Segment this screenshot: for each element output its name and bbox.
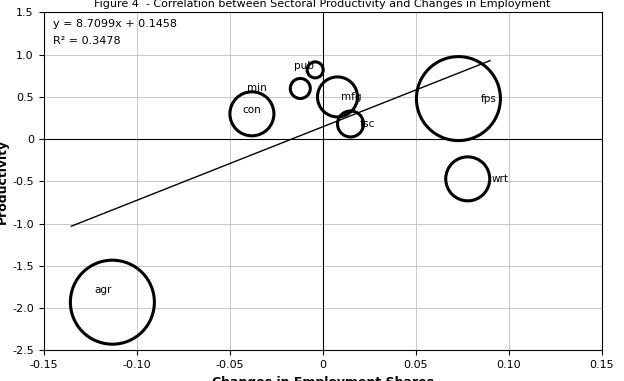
Text: con: con: [243, 105, 261, 115]
Text: y = 8.7099x + 0.1458: y = 8.7099x + 0.1458: [53, 19, 177, 29]
Text: R² = 0.3478: R² = 0.3478: [53, 36, 120, 46]
Text: tsc: tsc: [360, 119, 375, 129]
Y-axis label: Log of Sectoral Productivity/ Total
Productivity: Log of Sectoral Productivity/ Total Prod…: [0, 62, 9, 301]
Text: wrt: wrt: [492, 174, 509, 184]
Text: agr: agr: [94, 285, 112, 295]
Text: fps: fps: [480, 94, 497, 104]
Text: pub: pub: [294, 61, 314, 70]
X-axis label: Changes in Employment Shares
(Δ Emp. Shares): Changes in Employment Shares (Δ Emp. Sha…: [212, 376, 434, 381]
Text: min: min: [247, 83, 267, 93]
Text: mfg: mfg: [341, 92, 362, 102]
Title: Figure 4  - Correlation between Sectoral Productivity and Changes in Employment: Figure 4 - Correlation between Sectoral …: [94, 0, 551, 9]
